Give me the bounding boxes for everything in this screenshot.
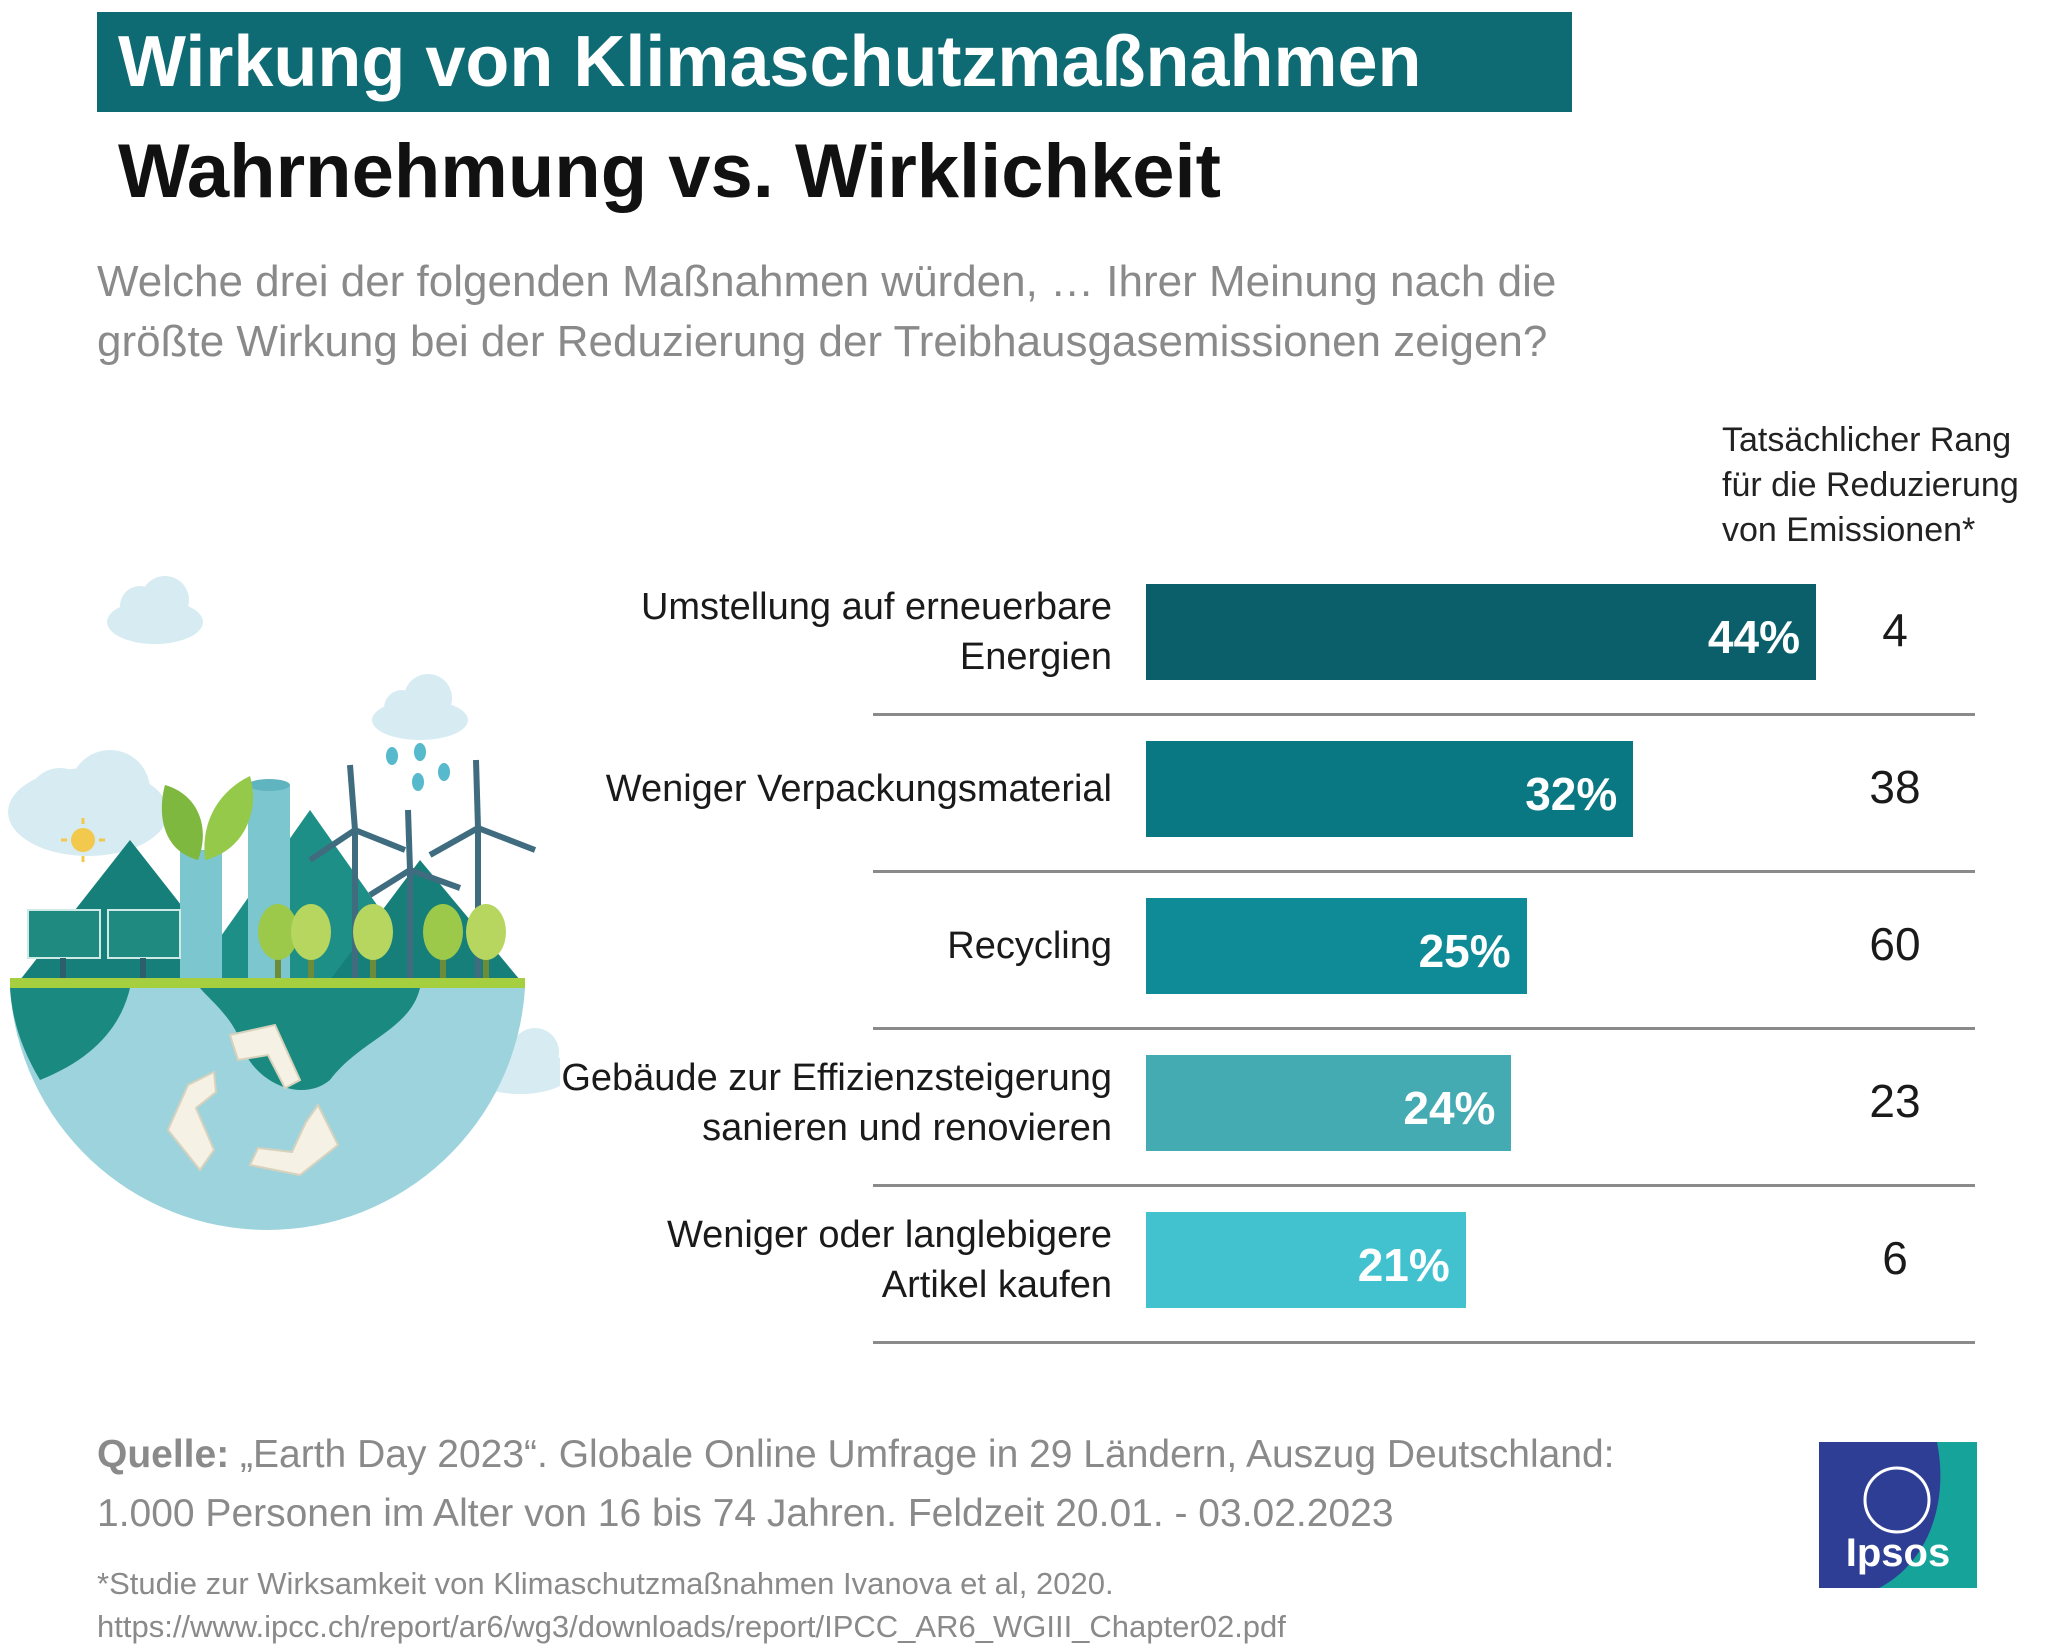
category-label-line: Recycling [947, 925, 1112, 967]
row-divider [873, 1341, 1975, 1344]
rank-header-line: Tatsächlicher Rang [1722, 421, 2012, 459]
data-label: 24% [1403, 1082, 1496, 1134]
cloud-icon [8, 750, 168, 856]
source-line: 1.000 Personen im Alter von 16 bis 74 Ja… [97, 1492, 1394, 1535]
raindrop-icon [386, 743, 450, 791]
wind-turbine-icon [308, 759, 537, 980]
eco-globe-illustration [8, 576, 560, 1230]
category-label-line: Gebäude zur Effizienzsteigerung [561, 1057, 1112, 1099]
footnote-link[interactable]: https://www.ipcc.ch/report/ar6/wg3/downl… [97, 1609, 1286, 1644]
source-label: Quelle: [97, 1433, 230, 1476]
row-divider [873, 713, 1975, 716]
rank-value: 4 [1882, 604, 1908, 656]
title-background [97, 12, 1572, 112]
survey-question-line: Welche drei der folgenden Maßnahmen würd… [97, 257, 1557, 306]
bar: 21% [1146, 1212, 1466, 1308]
rank-header-line: von Emissionen* [1722, 511, 1976, 549]
bar: 44% [1146, 584, 1816, 680]
category-label-line: Weniger Verpackungsmaterial [605, 768, 1112, 810]
source-line: Quelle: „Earth Day 2023“. Globale Online… [97, 1425, 1777, 1484]
row-divider [873, 870, 1975, 873]
bar: 25% [1146, 898, 1527, 994]
footnote-line: *Studie zur Wirksamkeit von Klimaschutzm… [97, 1566, 1114, 1601]
data-label: 32% [1525, 768, 1618, 820]
rank-header-line: für die Reduzierung [1722, 466, 2019, 504]
data-label: 25% [1418, 925, 1511, 977]
logo-text: Ipsos [1846, 1531, 1950, 1575]
globe-icon [10, 988, 525, 1230]
page-title: Wirkung von Klimaschutzmaßnahmen [118, 22, 1422, 102]
cloud-icon [372, 674, 468, 740]
category-label: Gebäude zur Effizienzsteigerung sanieren … [412, 1053, 1112, 1153]
row-divider [873, 1184, 1975, 1187]
category-label-line: Weniger oder langlebigere [666, 1214, 1112, 1256]
category-label: Weniger Verpackungsmaterial [412, 764, 1112, 814]
rank-value: 38 [1869, 761, 1921, 813]
page-subtitle: Wahrnehmung vs. Wirklichkeit [118, 129, 1221, 214]
survey-question-line: größte Wirkung bei der Reduzierung der T… [97, 317, 1548, 366]
bar: 32% [1146, 741, 1634, 837]
rank-column-header: Tatsächlicher Rang für die Reduzierung v… [1722, 418, 2042, 553]
leaf-icon [161, 776, 253, 860]
footnote: *Studie zur Wirksamkeit von Klimaschutzm… [97, 1562, 1697, 1648]
category-label-line: Umstellung auf erneuerbare [640, 586, 1112, 628]
bar: 24% [1146, 1055, 1512, 1151]
ground-strip [10, 978, 525, 988]
rank-value: 23 [1869, 1075, 1921, 1127]
sun-icon [61, 818, 105, 862]
survey-question: Welche drei der folgenden Maßnahmen würd… [97, 252, 1897, 372]
tree-icon [258, 904, 506, 980]
category-label-line: sanieren und renovieren [702, 1107, 1112, 1149]
ipsos-logo: Ipsos [1819, 1442, 1977, 1588]
category-label-line: Energien [959, 636, 1112, 678]
rank-value: 6 [1882, 1232, 1908, 1284]
source-text: „Earth Day 2023“. Globale Online Umfrage… [240, 1433, 1615, 1476]
data-label: 21% [1357, 1239, 1450, 1291]
recycle-icon [166, 1023, 340, 1177]
row-divider [873, 1027, 1975, 1030]
solar-panel-icon [27, 909, 181, 980]
source-note: Quelle: „Earth Day 2023“. Globale Online… [97, 1425, 1777, 1543]
category-label-line: Artikel kaufen [881, 1264, 1112, 1306]
rank-value: 60 [1869, 918, 1921, 970]
cloud-icon [107, 576, 203, 644]
category-label: Umstellung auf erneuerbare Energien [412, 582, 1112, 682]
category-label: Recycling [412, 921, 1112, 971]
category-label: Weniger oder langlebigere Artikel kaufen [412, 1210, 1112, 1310]
data-label: 44% [1707, 611, 1800, 663]
